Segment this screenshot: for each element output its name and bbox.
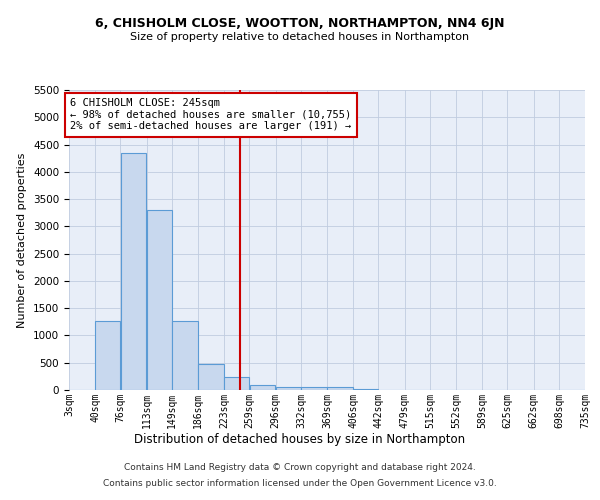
Text: 6, CHISHOLM CLOSE, WOOTTON, NORTHAMPTON, NN4 6JN: 6, CHISHOLM CLOSE, WOOTTON, NORTHAMPTON,… [95,18,505,30]
Y-axis label: Number of detached properties: Number of detached properties [17,152,28,328]
Bar [199,364,224,390]
Text: Distribution of detached houses by size in Northampton: Distribution of detached houses by size … [134,432,466,446]
Bar [224,378,249,390]
Bar [328,387,353,390]
Bar [121,152,146,390]
Bar [147,210,172,390]
Bar [353,389,378,390]
Bar [172,322,197,390]
Text: Contains HM Land Registry data © Crown copyright and database right 2024.: Contains HM Land Registry data © Crown c… [124,464,476,472]
Bar [301,387,326,390]
Text: Contains public sector information licensed under the Open Government Licence v3: Contains public sector information licen… [103,478,497,488]
Bar [95,322,120,390]
Bar [250,384,275,390]
Text: Size of property relative to detached houses in Northampton: Size of property relative to detached ho… [130,32,470,42]
Bar [276,386,301,390]
Text: 6 CHISHOLM CLOSE: 245sqm
← 98% of detached houses are smaller (10,755)
2% of sem: 6 CHISHOLM CLOSE: 245sqm ← 98% of detach… [70,98,352,132]
